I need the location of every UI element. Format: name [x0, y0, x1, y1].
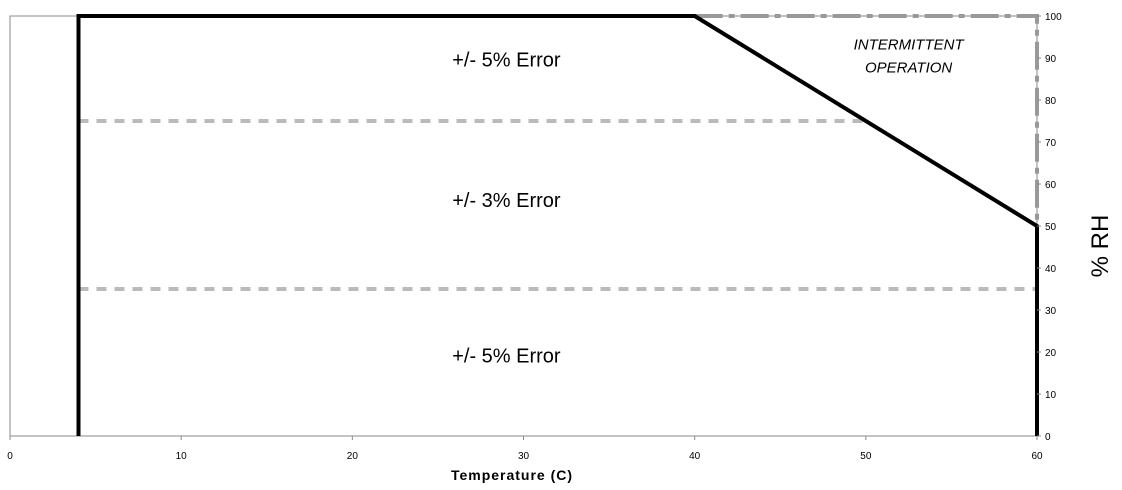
x-tick-label-60: 60	[1031, 451, 1043, 462]
plot-frame	[9, 15, 1038, 437]
y-tick-label-0: 0	[1045, 432, 1051, 443]
x-axis-title: Temperature (C)	[451, 467, 573, 483]
y-tick-label-70: 70	[1045, 138, 1057, 149]
region-annotation-3: +/- 3% Error	[452, 190, 561, 212]
y-tick-label-40: 40	[1045, 264, 1057, 275]
x-tick-label-0: 0	[7, 451, 13, 462]
region-annotation-4: +/- 5% Error	[452, 346, 561, 368]
y-tick-label-30: 30	[1045, 306, 1057, 317]
y-tick-label-90: 90	[1045, 54, 1057, 65]
y-tick-label-10: 10	[1045, 390, 1057, 401]
y-tick-label-50: 50	[1045, 222, 1057, 233]
y-tick-label-80: 80	[1045, 96, 1057, 107]
annotation-layer: +/- 5% Error INTERMITTENT OPERATION +/- 3% …	[452, 37, 965, 368]
y-axis-title: % RH	[1087, 215, 1114, 278]
x-tick-label-20: 20	[347, 451, 359, 462]
series-layer	[76, 14, 1039, 436]
x-axis-ticks: 0 10 20 30 40 50 60	[7, 436, 1043, 462]
region-annotation-2: OPERATION	[865, 60, 952, 77]
x-tick-label-50: 50	[860, 451, 872, 462]
y-axis-ticks: 0 10 20 30 40 50 60 70 80 90 100	[1037, 12, 1062, 443]
region-annotation-0: +/- 5% Error	[452, 49, 561, 71]
series-line-solid-black-thick-0	[76, 14, 1039, 436]
y-tick-label-20: 20	[1045, 348, 1057, 359]
region-annotation-1: INTERMITTENT	[854, 37, 966, 54]
y-tick-label-60: 60	[1045, 180, 1057, 191]
y-tick-label-100: 100	[1045, 12, 1062, 23]
x-tick-label-40: 40	[689, 451, 701, 462]
x-tick-label-10: 10	[176, 451, 188, 462]
x-tick-label-30: 30	[518, 451, 530, 462]
